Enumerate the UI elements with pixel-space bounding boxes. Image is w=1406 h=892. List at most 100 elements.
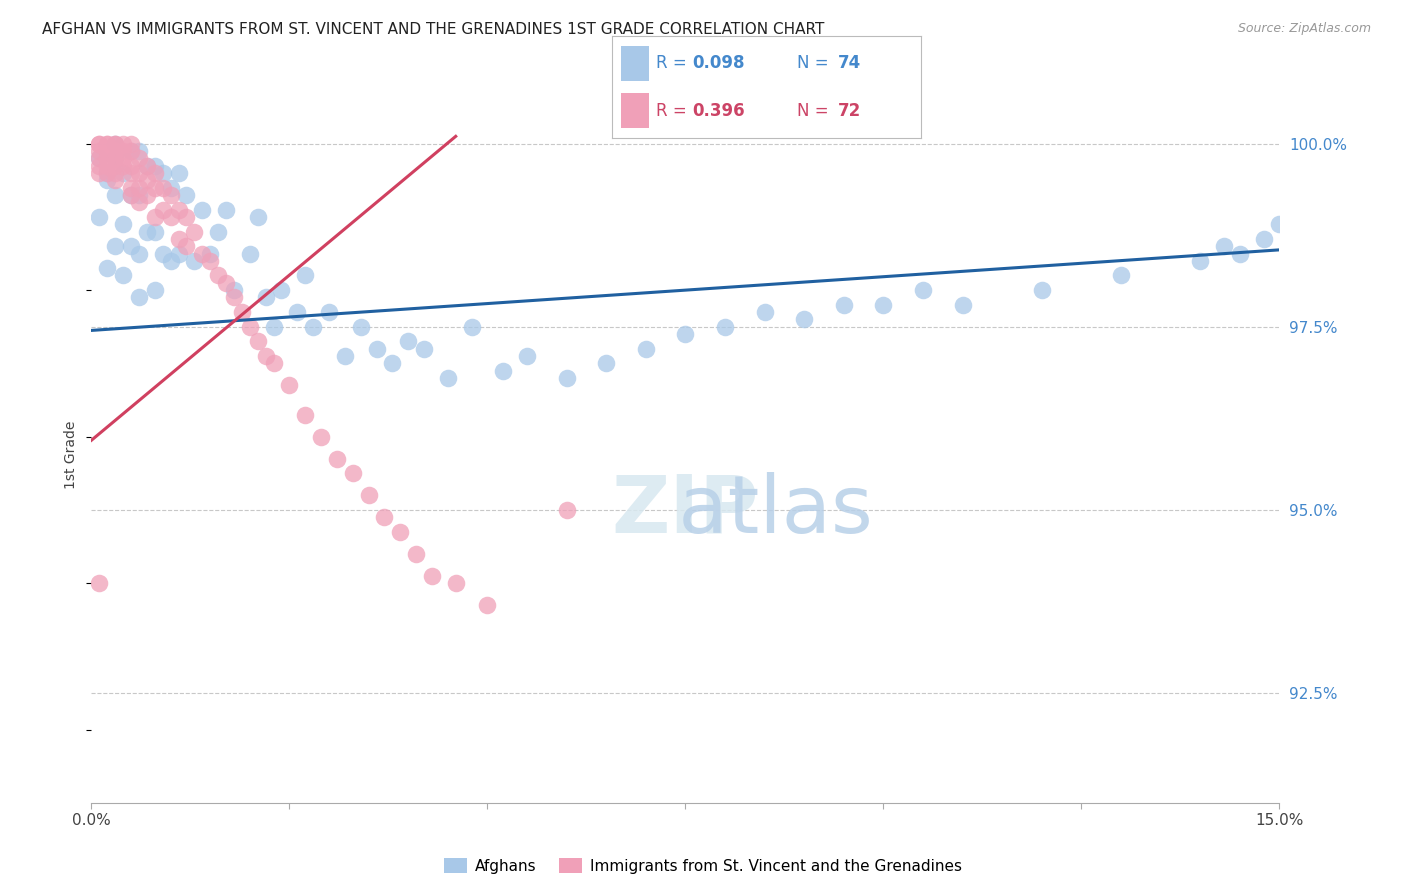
Point — [357, 488, 380, 502]
Point — [96, 151, 118, 165]
Point — [89, 151, 111, 165]
Point — [200, 253, 222, 268]
Point — [135, 159, 157, 173]
Text: 0.098: 0.098 — [692, 54, 745, 72]
Point — [104, 151, 127, 165]
Point — [477, 598, 499, 612]
Point — [516, 349, 538, 363]
Point — [104, 159, 127, 173]
Point — [318, 305, 340, 319]
Point — [135, 159, 157, 173]
Point — [246, 334, 269, 349]
Point — [239, 319, 262, 334]
Point — [135, 173, 157, 187]
Point — [120, 159, 142, 173]
Point — [381, 356, 404, 370]
Point — [104, 144, 127, 158]
Point — [120, 144, 142, 158]
Point — [200, 246, 222, 260]
Point — [112, 217, 135, 231]
Point — [128, 188, 150, 202]
Point — [1229, 246, 1251, 260]
Point — [952, 298, 974, 312]
Point — [89, 136, 111, 151]
Point — [128, 151, 150, 165]
Point — [143, 159, 166, 173]
Point — [159, 210, 181, 224]
Point — [1109, 268, 1132, 283]
Point — [96, 166, 118, 180]
Point — [420, 568, 443, 582]
Text: R =: R = — [657, 54, 693, 72]
Point — [120, 188, 142, 202]
Point — [143, 210, 166, 224]
Point — [112, 268, 135, 283]
Point — [326, 451, 349, 466]
Point — [143, 225, 166, 239]
Point — [112, 159, 135, 173]
Legend: Afghans, Immigrants from St. Vincent and the Grenadines: Afghans, Immigrants from St. Vincent and… — [439, 852, 967, 880]
Point — [112, 136, 135, 151]
Point — [309, 429, 332, 443]
Point — [832, 298, 855, 312]
Point — [152, 246, 174, 260]
Text: 74: 74 — [838, 54, 860, 72]
Point — [294, 268, 316, 283]
Point — [350, 319, 373, 334]
Point — [222, 290, 245, 304]
Point — [128, 144, 150, 158]
Point — [112, 144, 135, 158]
Point — [872, 298, 894, 312]
Point — [366, 342, 388, 356]
Point — [104, 166, 127, 180]
Point — [413, 342, 436, 356]
Point — [96, 261, 118, 276]
Point — [104, 136, 127, 151]
Point — [112, 166, 135, 180]
Point — [120, 136, 142, 151]
Point — [135, 225, 157, 239]
Point — [89, 136, 111, 151]
Bar — [621, 45, 648, 81]
Point — [104, 188, 127, 202]
Point — [373, 510, 395, 524]
Point — [1213, 239, 1236, 253]
Point — [104, 173, 127, 187]
Point — [333, 349, 356, 363]
Point — [96, 166, 118, 180]
Point — [191, 246, 214, 260]
Point — [754, 305, 776, 319]
Point — [159, 188, 181, 202]
Point — [89, 159, 111, 173]
Point — [254, 349, 277, 363]
Point — [302, 319, 325, 334]
Text: 72: 72 — [838, 102, 860, 120]
Point — [176, 239, 198, 253]
Point — [555, 371, 578, 385]
Point — [120, 144, 142, 158]
Point — [492, 364, 515, 378]
Point — [89, 166, 111, 180]
Point — [176, 188, 198, 202]
Text: Source: ZipAtlas.com: Source: ZipAtlas.com — [1237, 22, 1371, 36]
Text: R =: R = — [657, 102, 693, 120]
Point — [285, 305, 308, 319]
Point — [183, 253, 205, 268]
Point — [167, 202, 190, 217]
Point — [215, 276, 238, 290]
Text: 0.396: 0.396 — [692, 102, 745, 120]
Point — [104, 239, 127, 253]
Point — [436, 371, 458, 385]
Point — [96, 144, 118, 158]
Point — [112, 151, 135, 165]
Point — [167, 246, 190, 260]
Point — [263, 356, 285, 370]
Point — [143, 166, 166, 180]
Point — [120, 180, 142, 194]
Point — [128, 290, 150, 304]
Point — [278, 378, 301, 392]
Point — [152, 180, 174, 194]
Point — [1268, 217, 1291, 231]
Point — [128, 180, 150, 194]
Point — [128, 166, 150, 180]
